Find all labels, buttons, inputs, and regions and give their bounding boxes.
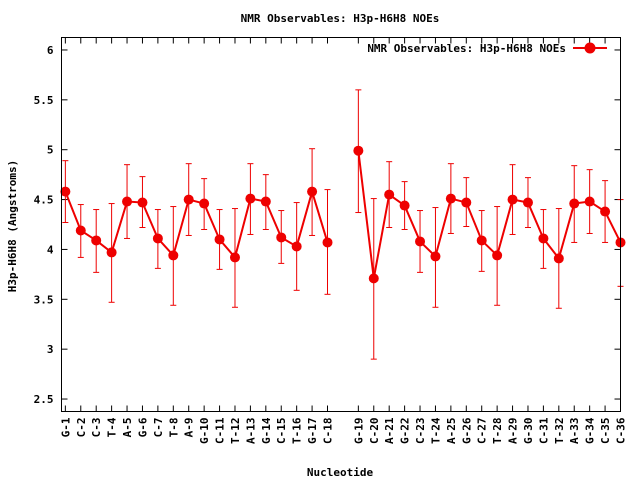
data-point (291, 241, 302, 252)
x-tick-label: C-15 (275, 418, 288, 445)
data-point (538, 233, 549, 244)
y-tick-label: 3 (47, 343, 54, 356)
x-tick-label: G-10 (198, 418, 211, 445)
data-point (106, 247, 117, 258)
data-point (60, 186, 71, 197)
chart-title: NMR Observables: H3p-H6H8 NOEs (241, 12, 440, 25)
data-point (569, 198, 580, 209)
data-point (91, 235, 102, 246)
data-point (415, 236, 426, 247)
data-point (322, 237, 333, 248)
data-point (507, 194, 518, 205)
x-tick-label: T-12 (229, 418, 242, 445)
data-point (214, 234, 225, 245)
data-point (445, 193, 456, 204)
x-tick-label: G-30 (522, 418, 535, 445)
data-point (199, 198, 210, 209)
y-tick-label: 5 (47, 144, 54, 157)
x-tick-label: A-5 (121, 418, 134, 438)
x-tick-label: C-11 (214, 417, 227, 444)
data-point (522, 197, 533, 208)
x-tick-label: C-27 (476, 418, 489, 445)
data-point (399, 200, 410, 211)
data-point (600, 206, 611, 217)
x-tick-label: A-29 (507, 418, 520, 445)
x-tick-label: T-16 (291, 417, 304, 444)
x-tick-label: C-3 (90, 418, 103, 438)
x-tick-label: G-1 (59, 417, 72, 437)
plot-area: 2.5 3 3.5 4 4.5 5 5.5 6 G-1 C-2 C-3 T-4 A-5 G-6 C-7 T-8… (34, 37, 628, 445)
data-point (368, 273, 379, 284)
y-tick-label: 2.5 (34, 393, 54, 406)
x-tick-label: C-2 (75, 418, 88, 438)
x-tick-label: C-18 (322, 418, 335, 445)
x-tick-label: G-6 (136, 417, 149, 437)
data-point (553, 253, 564, 264)
y-axis-label: H3p-H6H8 (Angstroms) (6, 160, 19, 292)
data-point (430, 251, 441, 262)
x-tick-label: A-21 (383, 417, 396, 444)
x-tick-label: A-13 (244, 418, 257, 445)
data-point (75, 225, 86, 236)
x-tick-label: T-28 (491, 418, 504, 445)
data-point (137, 197, 148, 208)
x-tick-label: G-26 (460, 417, 473, 444)
data-point (584, 196, 595, 207)
x-tick-label: C-31 (537, 417, 550, 444)
x-tick-label: T-8 (167, 418, 180, 438)
data-point (245, 193, 256, 204)
y-tick-label: 4 (47, 243, 54, 256)
data-point (384, 189, 395, 200)
data-point (492, 250, 503, 261)
x-tick-label: G-22 (399, 418, 412, 445)
data-point (276, 232, 287, 243)
x-tick-label: C-35 (599, 418, 612, 445)
data-point (260, 196, 271, 207)
data-point (461, 197, 472, 208)
x-tick-label: G-34 (584, 417, 597, 444)
x-tick-label: T-4 (106, 417, 119, 437)
x-tick-label: A-33 (568, 418, 581, 445)
series-line (64, 188, 329, 260)
legend: NMR Observables: H3p-H6H8 NOEs (367, 42, 607, 55)
x-tick-label: G-14 (260, 417, 273, 444)
data-point (229, 252, 240, 263)
x-tick-label: C-20 (368, 418, 381, 445)
data-point (183, 194, 194, 205)
x-tick-label: C-7 (152, 418, 165, 438)
legend-marker (584, 42, 596, 54)
x-axis-label: Nucleotide (307, 466, 374, 479)
x-tick-label: A-9 (183, 418, 196, 438)
data-point (476, 235, 487, 246)
x-tick-label: C-23 (414, 418, 427, 445)
x-tick-label: A-25 (445, 418, 458, 445)
data-point (152, 233, 163, 244)
x-tick-label: G-19 (352, 418, 365, 445)
x-tick-label: T-32 (553, 418, 566, 445)
x-tick-label: C-36 (615, 417, 628, 444)
y-tick-label: 3.5 (34, 293, 54, 306)
data-point (307, 186, 318, 197)
data-point (122, 196, 133, 207)
y-tick-label: 6 (47, 44, 54, 57)
series-line (357, 150, 622, 279)
x-tick-label: T-24 (429, 417, 442, 444)
plot-frame (61, 37, 621, 412)
data-point (353, 145, 364, 156)
y-tick-label: 4.5 (34, 194, 54, 207)
y-tick-label: 5.5 (34, 94, 54, 107)
data-point (168, 250, 179, 261)
x-tick-label: G-17 (306, 418, 319, 445)
legend-label: NMR Observables: H3p-H6H8 NOEs (367, 42, 566, 55)
